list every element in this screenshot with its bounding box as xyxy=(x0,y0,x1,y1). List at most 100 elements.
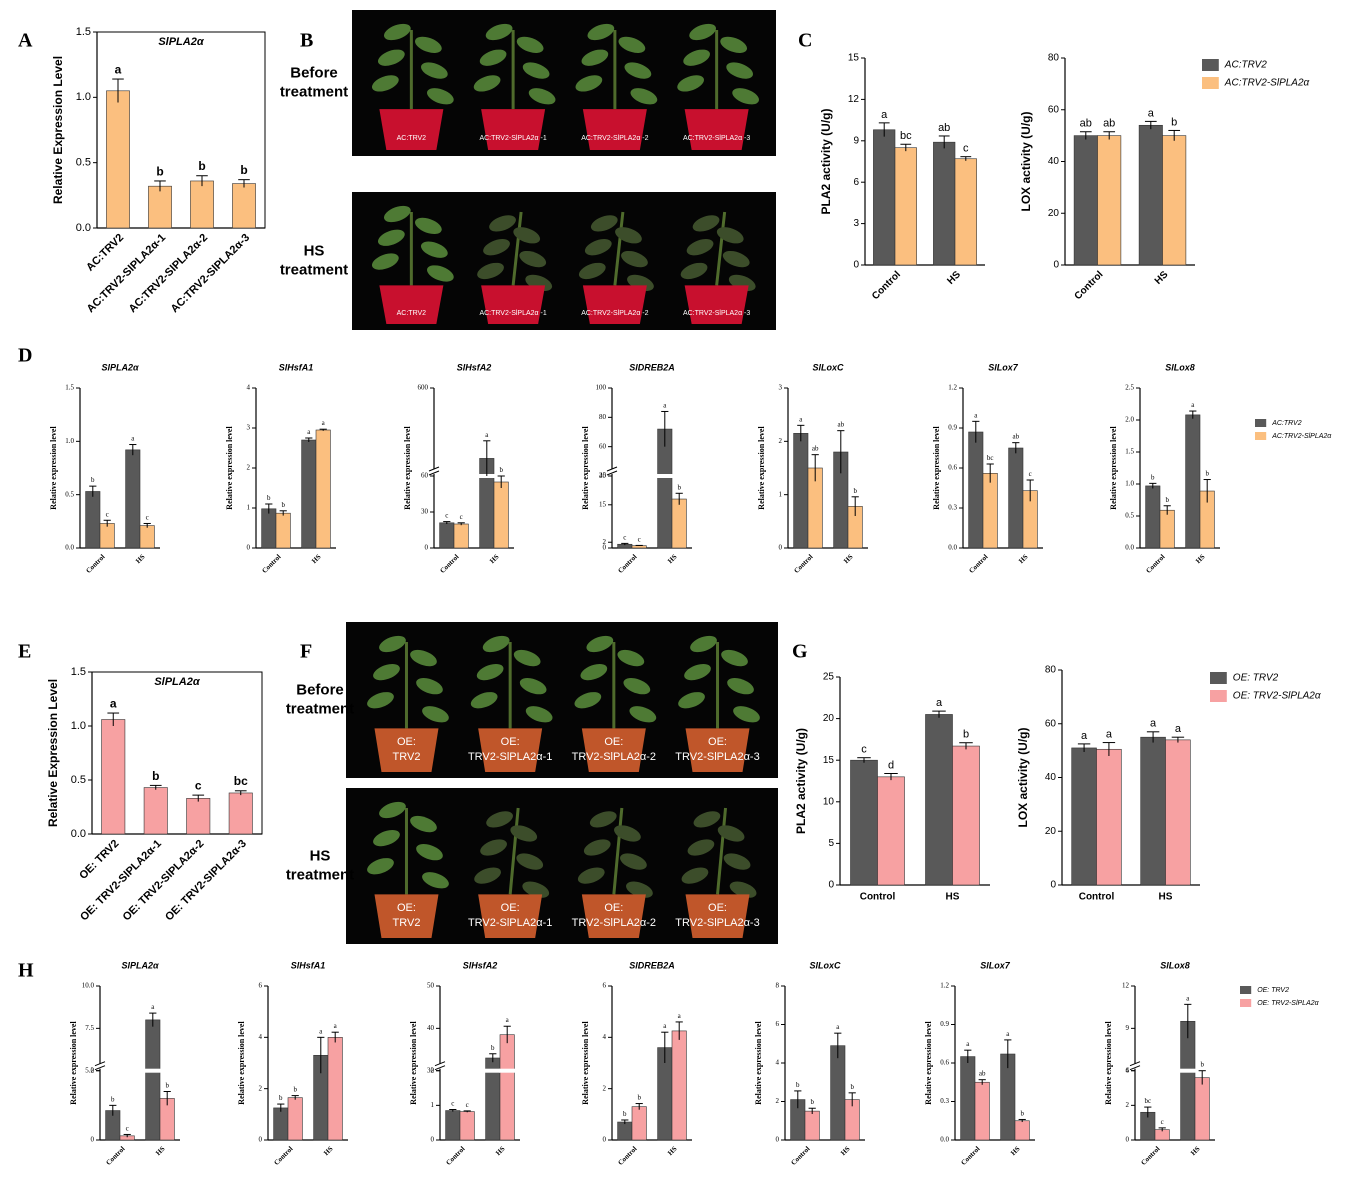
leaf xyxy=(379,635,406,653)
leaf xyxy=(420,62,448,79)
leaf xyxy=(476,663,504,681)
bar xyxy=(190,180,214,229)
significance-letter: a xyxy=(307,428,311,436)
x-tick-label: HS xyxy=(1189,1145,1201,1157)
significance-letter: a xyxy=(485,431,489,439)
chart-title: SlPLA2α xyxy=(121,960,159,970)
y-tick-label: 60 xyxy=(599,442,607,450)
leaf xyxy=(618,36,646,53)
bar xyxy=(933,141,956,266)
leaf xyxy=(732,88,760,105)
significance-letter: c xyxy=(460,513,463,521)
leaf xyxy=(470,692,498,709)
axis-break-mark xyxy=(434,1061,446,1067)
significance-letter: b xyxy=(963,729,969,741)
chart-title: SlHsfA2 xyxy=(463,960,498,970)
pot-label: OE: xyxy=(708,902,727,914)
leaf xyxy=(677,75,705,92)
chart-title: SlLox8 xyxy=(1165,362,1195,372)
leaf xyxy=(680,262,708,280)
x-tick-label: HS xyxy=(1009,1145,1021,1157)
y-tick-label: 0 xyxy=(1053,260,1059,271)
leaf xyxy=(426,88,454,105)
leaf xyxy=(482,635,510,653)
leaf xyxy=(629,706,657,723)
significance-letter: a xyxy=(506,1016,510,1024)
significance-letter: bc xyxy=(900,130,912,142)
leaf xyxy=(377,49,405,66)
leaf xyxy=(726,62,754,79)
y-tick-label: 10 xyxy=(823,796,835,807)
bar xyxy=(439,522,455,549)
significance-letter: b xyxy=(279,1094,283,1102)
bar xyxy=(952,745,980,886)
pot-label: AC:TRV2 xyxy=(397,310,427,317)
bar xyxy=(232,183,256,229)
bar xyxy=(499,1034,515,1141)
y-tick-label: 40 xyxy=(1048,156,1060,167)
x-tick-label: HS xyxy=(1194,553,1206,565)
leaf xyxy=(686,239,714,256)
bar xyxy=(982,473,998,549)
bar xyxy=(445,1110,461,1141)
bar xyxy=(671,1030,687,1141)
pot xyxy=(684,109,749,150)
leaf xyxy=(614,825,641,842)
y-tick-label: 0.3 xyxy=(948,504,957,512)
chart-title: SlLoxC xyxy=(809,960,841,970)
significance-letter: a xyxy=(1106,728,1113,740)
bar xyxy=(85,491,101,549)
pot-label: AC:TRV2-SlPLA2α -2 xyxy=(581,135,648,142)
significance-letter: b xyxy=(810,1098,814,1106)
significance-letter: ab xyxy=(1103,118,1115,130)
axis-break-mark xyxy=(1129,1065,1141,1071)
significance-letter: a xyxy=(115,62,122,76)
y-tick-label: 5 xyxy=(828,838,834,849)
y-tick-label: 25 xyxy=(599,472,607,480)
pot-label: OE: xyxy=(604,736,623,748)
panel-label: F xyxy=(300,641,312,663)
bar xyxy=(954,158,977,266)
bar xyxy=(453,523,469,549)
leaf xyxy=(426,265,454,282)
bar xyxy=(1165,739,1191,886)
x-tick-label: AC:TRV2-SlPLA2α-2 xyxy=(127,232,211,316)
axis-break-mark xyxy=(94,1065,106,1071)
pot xyxy=(481,285,546,324)
significance-letter: c xyxy=(1161,1118,1164,1126)
bar xyxy=(125,449,141,549)
significance-letter: b xyxy=(1020,1109,1024,1117)
y-tick-label: 0 xyxy=(425,544,429,552)
leaf xyxy=(727,678,754,695)
pot-label: AC:TRV2 xyxy=(397,135,427,142)
x-tick-label: HS xyxy=(946,892,960,903)
bar xyxy=(1162,135,1187,266)
stem xyxy=(511,211,523,286)
y-axis-label: Relative expression level xyxy=(225,426,234,510)
leaf xyxy=(379,801,406,819)
axis-break xyxy=(484,1068,501,1073)
legend-swatch xyxy=(1240,999,1252,1007)
significance-letter: a xyxy=(1148,107,1155,119)
leaf xyxy=(513,649,541,667)
leaf xyxy=(486,811,513,828)
y-tick-label: 1 xyxy=(779,490,783,498)
leaf xyxy=(416,844,443,861)
y-tick-label: 0.0 xyxy=(948,544,957,552)
y-tick-label: 1.0 xyxy=(1125,480,1134,488)
y-tick-label: 0 xyxy=(91,1136,95,1144)
leaf xyxy=(587,23,615,41)
y-tick-label: 1.0 xyxy=(76,91,91,103)
x-tick-label: Control xyxy=(438,553,460,575)
significance-letter: b xyxy=(91,476,95,484)
axis-break xyxy=(95,1063,105,1069)
x-tick-label: OE: TRV2-SlPLA2α-2 xyxy=(121,838,207,924)
x-tick-label: Control xyxy=(789,1145,811,1167)
y-tick-label: 0.0 xyxy=(76,222,91,234)
leaf xyxy=(689,23,717,41)
leaf xyxy=(720,36,748,53)
chart-title: SlHsfA1 xyxy=(279,362,314,372)
significance-letter: c xyxy=(466,1101,469,1109)
y-axis-label: Relative expression level xyxy=(581,426,590,510)
